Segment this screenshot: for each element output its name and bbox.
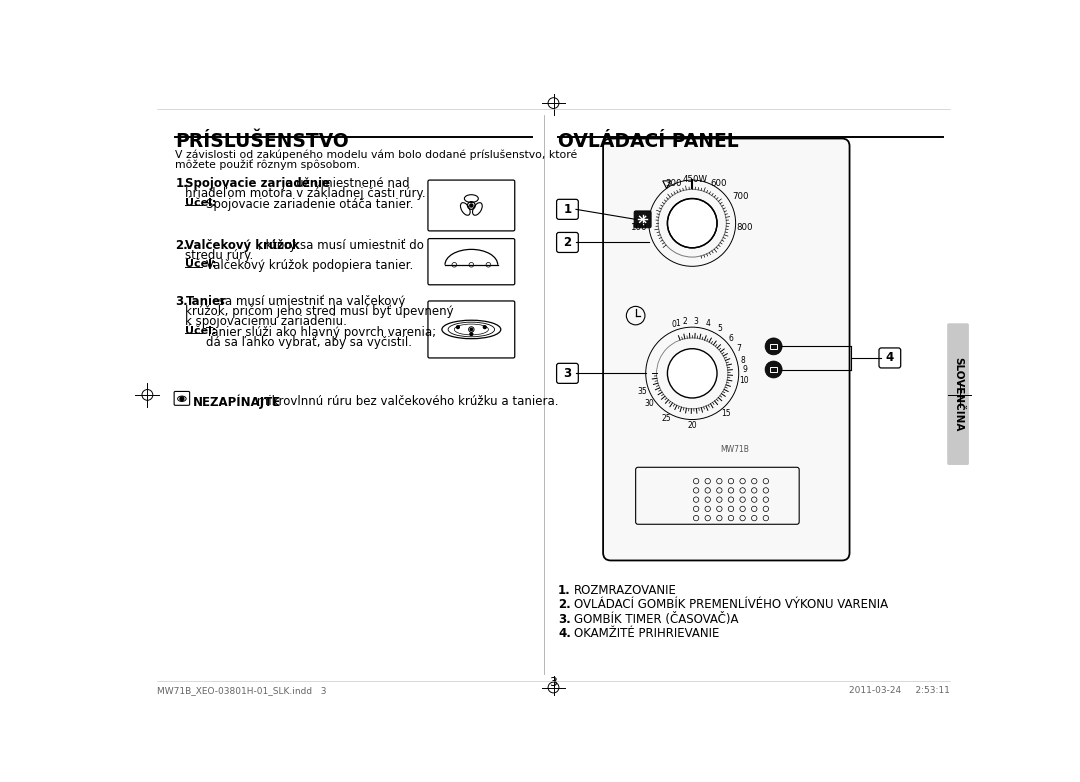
Circle shape xyxy=(470,332,473,335)
Text: Účel:: Účel: xyxy=(186,260,217,269)
Text: mikrovlnnú rúru bez valčekového krúžku a taniera.: mikrovlnnú rúru bez valčekového krúžku a… xyxy=(253,395,558,408)
Circle shape xyxy=(667,349,717,398)
FancyBboxPatch shape xyxy=(603,138,850,561)
Circle shape xyxy=(765,338,782,355)
Text: Tanier: Tanier xyxy=(186,295,226,308)
Circle shape xyxy=(765,361,782,378)
Text: stredu rúry.: stredu rúry. xyxy=(186,249,254,262)
Bar xyxy=(770,368,778,371)
Text: GOMBÍK TIMER (ČASOVAČ)A: GOMBÍK TIMER (ČASOVAČ)A xyxy=(573,613,738,626)
Circle shape xyxy=(484,326,486,328)
Text: SLOVENČINA: SLOVENČINA xyxy=(953,357,963,432)
Text: MW71B_XEO-03801H-01_SLK.indd   3: MW71B_XEO-03801H-01_SLK.indd 3 xyxy=(157,686,326,695)
Text: V závislosti od zakúpeného modelu vám bolo dodané príslušenstvo, ktoré: V závislosti od zakúpeného modelu vám bo… xyxy=(175,149,578,160)
Text: 15: 15 xyxy=(721,409,731,418)
Text: Valčekový krúžok: Valčekový krúžok xyxy=(186,239,300,252)
Text: 3: 3 xyxy=(693,317,699,325)
Text: 300: 300 xyxy=(665,179,681,188)
Text: 1.: 1. xyxy=(558,583,571,597)
Text: OVLÁDACÍ PANEL: OVLÁDACÍ PANEL xyxy=(558,132,739,152)
Text: 450W: 450W xyxy=(683,175,707,185)
Circle shape xyxy=(470,328,473,331)
Text: 4.: 4. xyxy=(558,627,571,640)
Text: 35: 35 xyxy=(638,387,648,396)
Text: 7: 7 xyxy=(737,344,741,353)
Text: OVLÁDACÍ GOMBÍK PREMENLÍVÉHO VÝKONU VARENIA: OVLÁDACÍ GOMBÍK PREMENLÍVÉHO VÝKONU VARE… xyxy=(573,598,888,612)
Circle shape xyxy=(667,199,717,248)
Text: 3: 3 xyxy=(564,367,571,380)
Text: Účel:: Účel: xyxy=(186,325,217,335)
Text: 1: 1 xyxy=(675,318,680,328)
Text: Spojovacie zariadenie: Spojovacie zariadenie xyxy=(186,177,330,190)
Text: hriadeľom motora v základnej časti rúry.: hriadeľom motora v základnej časti rúry. xyxy=(186,187,426,200)
Text: 2: 2 xyxy=(564,236,571,249)
Text: 2011-03-24     2:53:11: 2011-03-24 2:53:11 xyxy=(850,686,950,695)
Text: PRÍSLUŠENSTVO: PRÍSLUŠENSTVO xyxy=(175,132,349,152)
Text: NEZAPÍNAJTE: NEZAPÍNAJTE xyxy=(193,395,282,410)
Text: sa musí umiestniť na valčekový: sa musí umiestniť na valčekový xyxy=(215,295,405,308)
Text: dá sa ľahko vybrať, aby sa vyčistil.: dá sa ľahko vybrať, aby sa vyčistil. xyxy=(206,335,413,349)
Text: , ktorý sa musí umiestniť do: , ktorý sa musí umiestniť do xyxy=(258,239,424,252)
Text: Tanier slúži ako hlavný povrch varenia;: Tanier slúži ako hlavný povrch varenia; xyxy=(206,325,436,339)
Text: 8: 8 xyxy=(741,356,745,365)
Circle shape xyxy=(470,204,473,207)
Text: 600: 600 xyxy=(711,179,727,188)
Text: 800: 800 xyxy=(737,223,753,232)
Text: 1.: 1. xyxy=(175,177,188,190)
FancyBboxPatch shape xyxy=(947,323,969,465)
Text: 4: 4 xyxy=(706,319,711,328)
Text: 3.: 3. xyxy=(175,295,188,308)
Text: 3: 3 xyxy=(550,676,557,689)
Text: ROZMRAZOVANIE: ROZMRAZOVANIE xyxy=(573,583,676,597)
Text: 1: 1 xyxy=(564,203,571,216)
Text: 5: 5 xyxy=(718,325,723,333)
Text: 4: 4 xyxy=(886,351,894,364)
Text: je už umiestnené nad: je už umiestnené nad xyxy=(278,177,409,190)
Text: k spojovaciemu zariadeniu.: k spojovaciemu zariadeniu. xyxy=(186,315,348,328)
Text: 2.: 2. xyxy=(175,239,188,252)
Text: Spojovacie zariadenie otáča tanier.: Spojovacie zariadenie otáča tanier. xyxy=(206,198,414,211)
Text: 9: 9 xyxy=(742,365,747,375)
Text: krúžok, pričom jeho stred musí byť upevnený: krúžok, pričom jeho stred musí byť upevn… xyxy=(186,305,454,318)
Text: 30: 30 xyxy=(644,399,653,408)
Text: 0: 0 xyxy=(672,320,677,328)
Text: 20: 20 xyxy=(687,421,697,430)
Text: 6: 6 xyxy=(729,334,733,343)
Circle shape xyxy=(457,326,459,328)
Text: 100: 100 xyxy=(630,223,646,232)
Text: 3.: 3. xyxy=(558,613,571,626)
Text: Účel:: Účel: xyxy=(186,198,217,208)
Text: 25: 25 xyxy=(661,414,671,423)
Text: MW71B: MW71B xyxy=(720,445,750,454)
Bar xyxy=(770,344,778,349)
Circle shape xyxy=(180,396,184,400)
Text: 2: 2 xyxy=(683,317,687,326)
Text: Valčekový krúžok podopiera tanier.: Valčekový krúžok podopiera tanier. xyxy=(206,260,414,272)
FancyBboxPatch shape xyxy=(634,211,651,228)
Text: OKAMŽITÉ PRIHRIEVANIE: OKAMŽITÉ PRIHRIEVANIE xyxy=(573,627,719,640)
Text: 10: 10 xyxy=(740,376,750,386)
Text: 700: 700 xyxy=(732,192,748,202)
Text: môžete použiť rôznym spôsobom.: môžete použiť rôznym spôsobom. xyxy=(175,160,361,170)
Text: 2.: 2. xyxy=(558,598,571,612)
